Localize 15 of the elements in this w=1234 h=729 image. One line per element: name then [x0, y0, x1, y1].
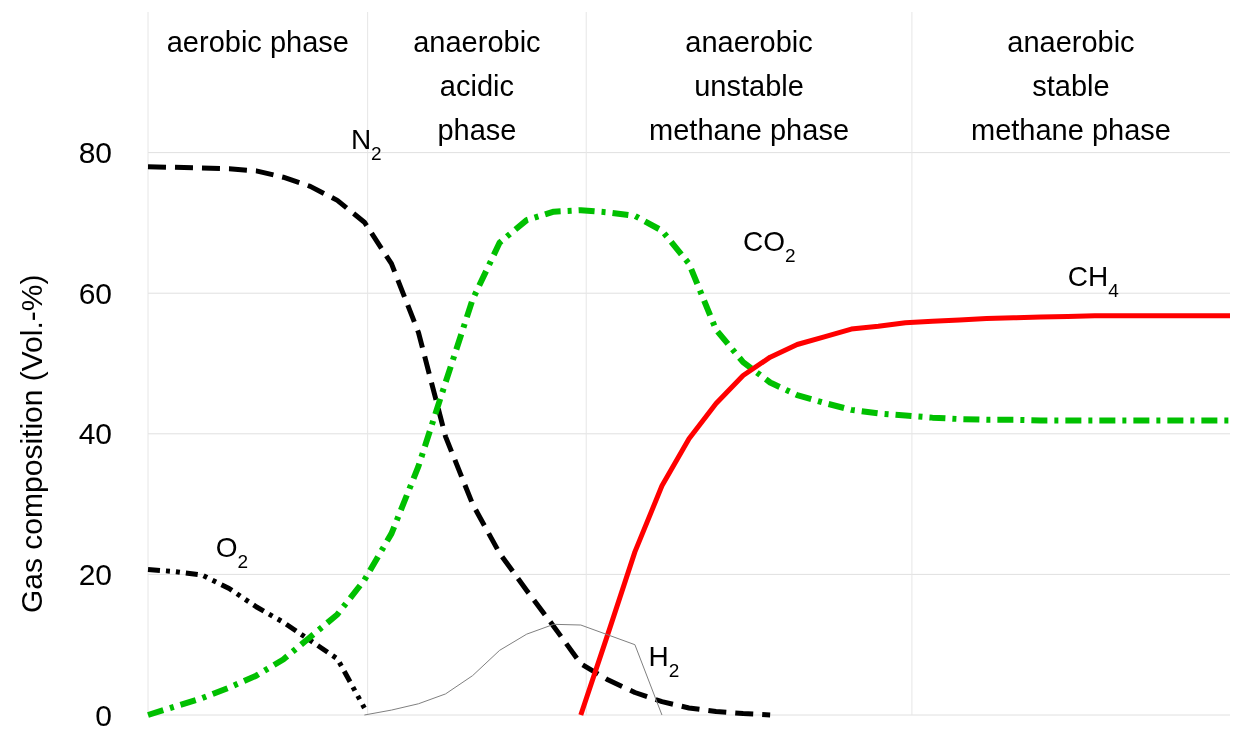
y-tick-label: 40	[78, 417, 112, 451]
y-tick-label: 0	[95, 698, 112, 729]
series-label: CO$_{2}$	[743, 226, 796, 266]
annotation: anaerobic unstable methane phase	[649, 26, 850, 146]
series-label: CH$_{4}$	[1067, 261, 1120, 301]
y-axis-title: Gas composition (Vol.-%)	[15, 274, 48, 614]
series-label: O$_{2}$	[215, 531, 248, 572]
series-label: N$_{2}$	[350, 124, 382, 164]
annotation: anaerobic stable methane phase	[970, 26, 1171, 146]
y-tick-label: 80	[78, 136, 112, 170]
annotation: aerobic phase	[166, 26, 349, 58]
y-tick-label: 20	[78, 557, 112, 591]
series-label: H$_{2}$	[648, 640, 680, 681]
y-tick-label: 60	[78, 276, 112, 310]
annotation: anaerobic acidic phase	[413, 26, 541, 146]
